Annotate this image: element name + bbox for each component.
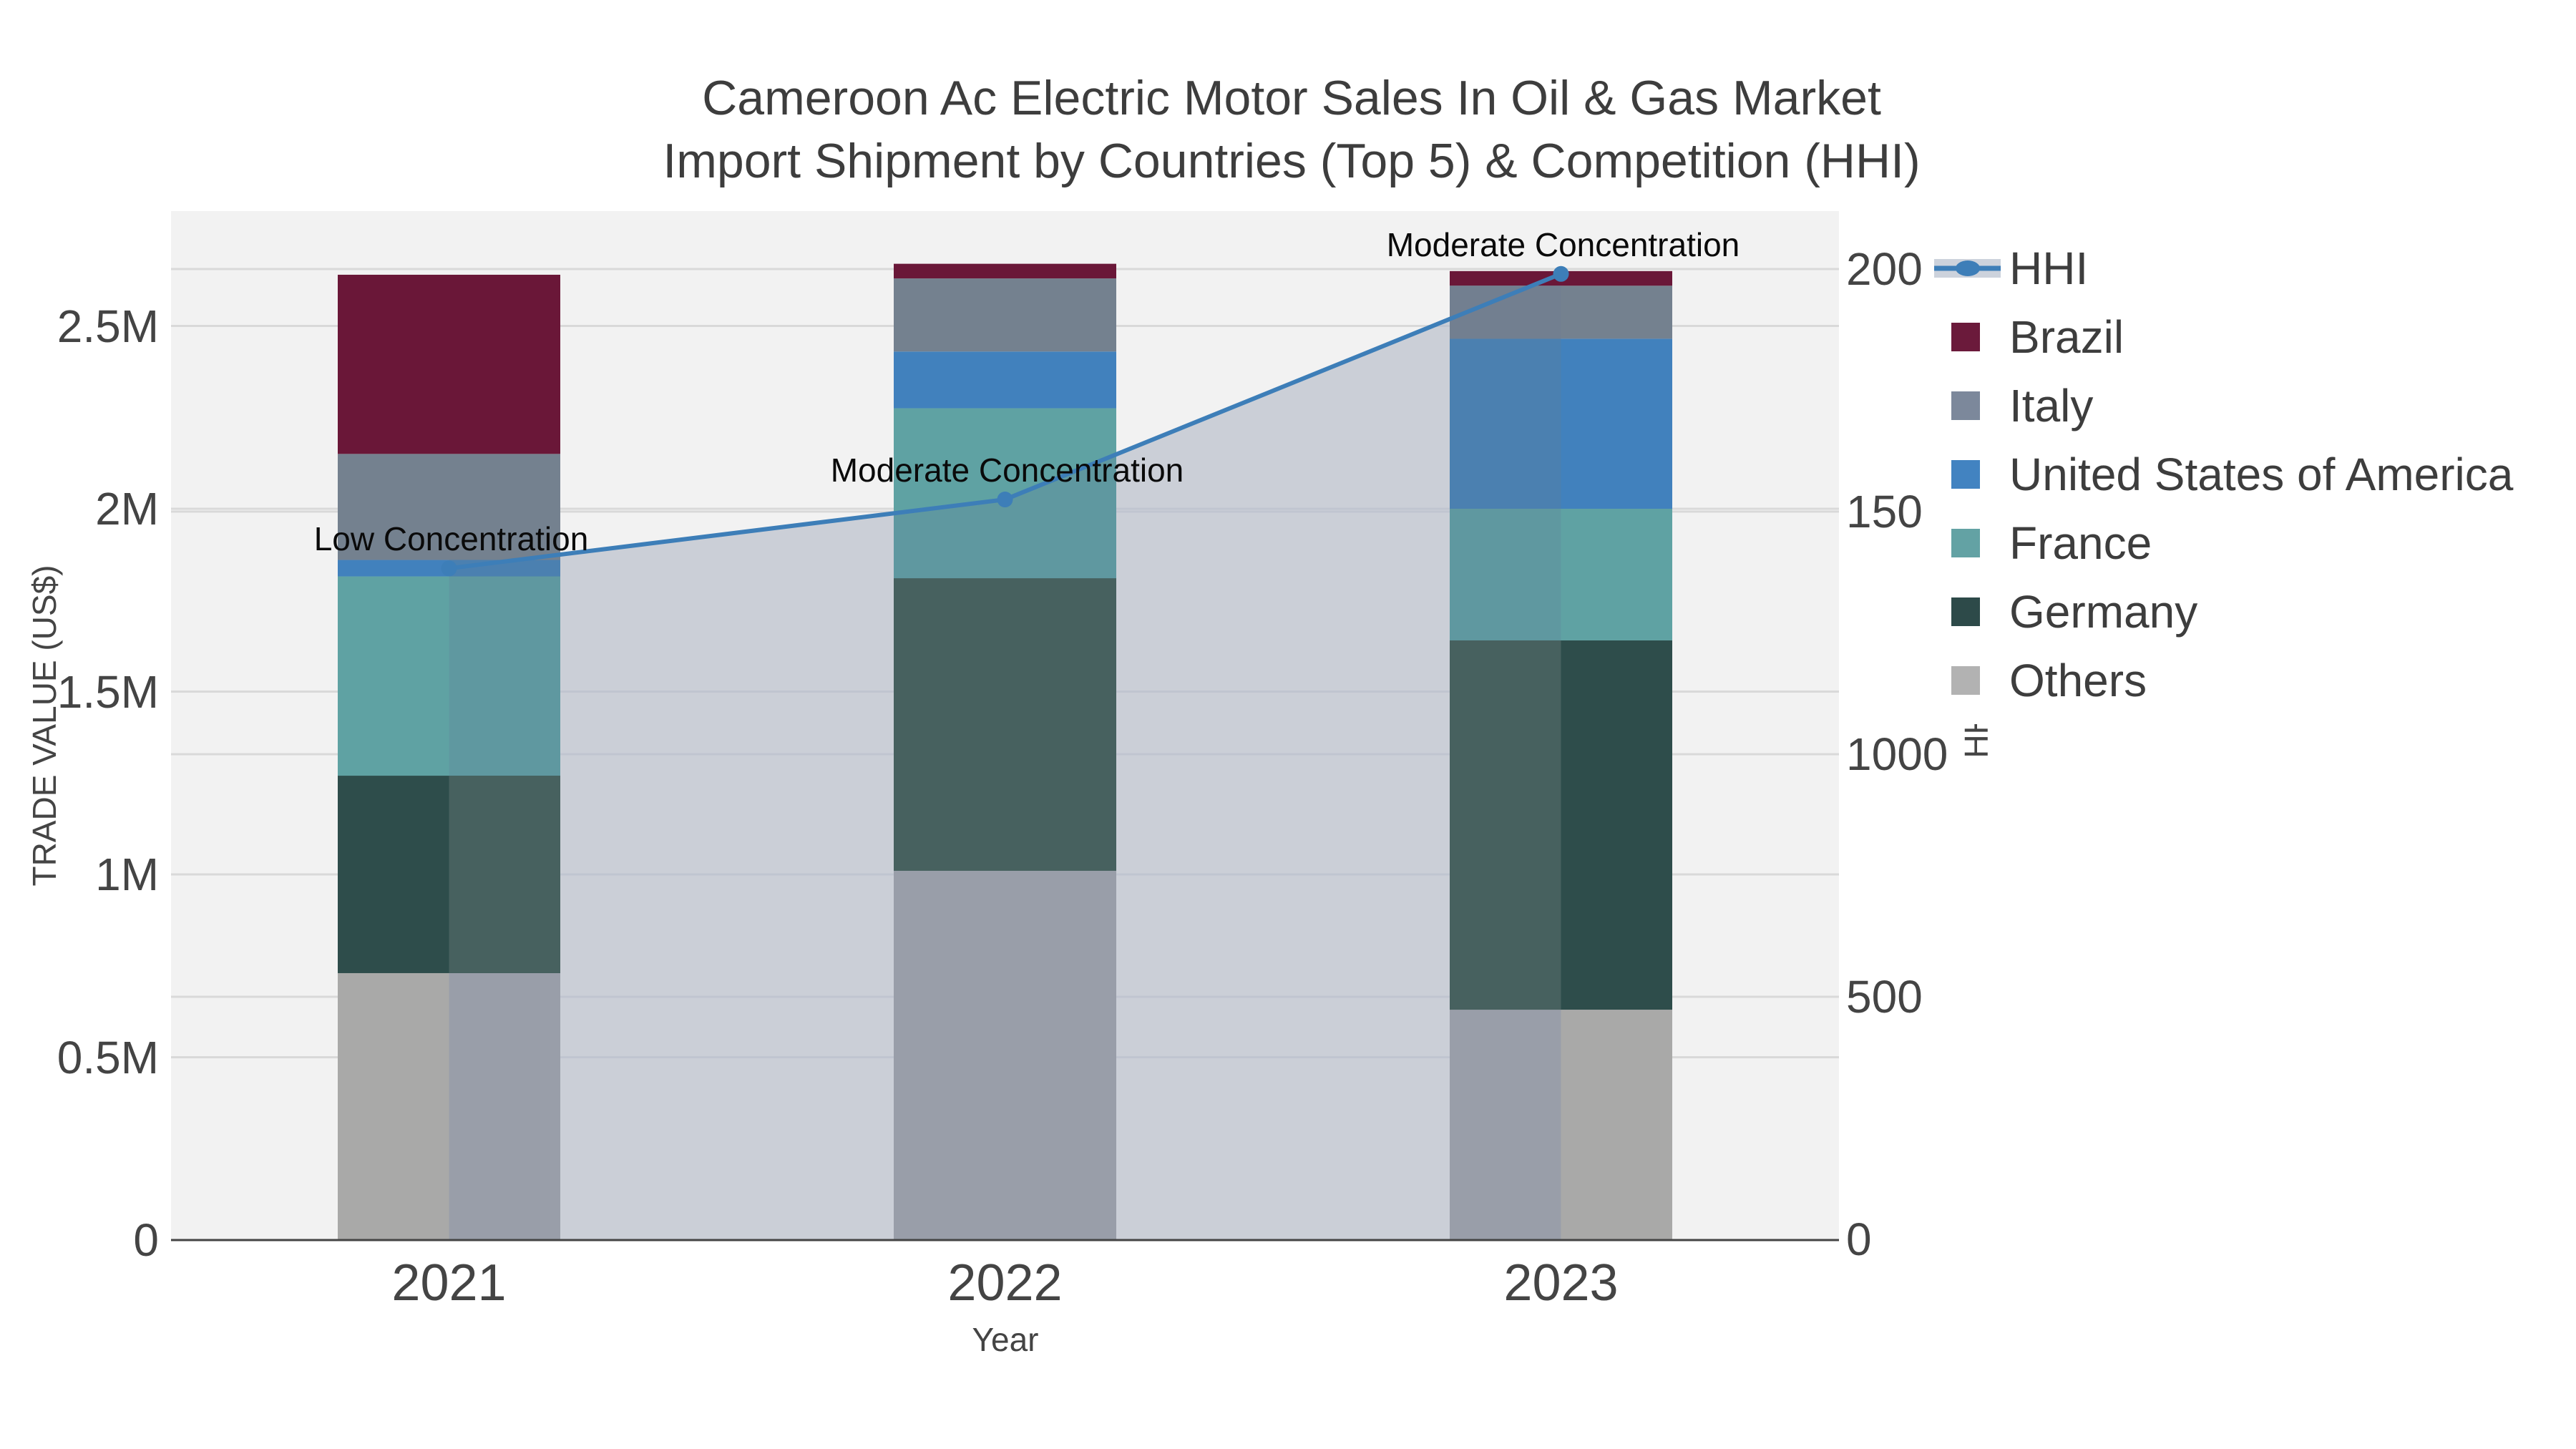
legend-label: Others — [2009, 655, 2147, 706]
y-left-tick-0: 0 — [133, 1214, 159, 1266]
hhi-marker-2023[interactable] — [1553, 265, 1569, 282]
legend-item-others[interactable]: Others — [1923, 646, 2556, 715]
x-tick-2022: 2022 — [947, 1254, 1063, 1312]
x-tick-2021: 2021 — [391, 1254, 507, 1312]
bar-segment-2022-united-states-of-america[interactable] — [894, 351, 1116, 409]
bar-segment-muted-2023-france[interactable] — [1450, 509, 1561, 640]
chart-title-line1: Cameroon Ac Electric Motor Sales In Oil … — [702, 71, 1881, 125]
bar-segment-2022-brazil[interactable] — [894, 263, 1116, 279]
legend-swatch-brazil — [1951, 323, 1980, 351]
y-left-tick-2.5M: 2.5M — [57, 300, 159, 352]
hhi-line-legend-symbol — [1934, 259, 2001, 278]
bar-segment-2022-italy[interactable] — [894, 278, 1116, 352]
y-right-tick-500: 500 — [1846, 971, 1923, 1023]
y-left-axis-title: TRADE VALUE (US$) — [26, 565, 63, 887]
chart-title-line2: Import Shipment by Countries (Top 5) & C… — [663, 134, 1921, 188]
bar-segment-muted-2022-others[interactable] — [894, 870, 1116, 1240]
legend-label: HHI — [2009, 243, 2089, 294]
legend-swatch-germany — [1951, 597, 1980, 626]
legend: HHI Brazil Italy United States of America Fr… — [1923, 238, 2556, 724]
bar-segment-2021-italy[interactable] — [338, 454, 560, 560]
bar-segment-muted-2023-united-states-of-america[interactable] — [1450, 338, 1561, 509]
legend-label: United States of America — [2009, 449, 2514, 500]
hhi-annotation-2023: Moderate Concentration — [1386, 225, 1740, 263]
y-left-tick-1M: 1M — [95, 849, 159, 900]
bar-segment-muted-2022-germany[interactable] — [894, 578, 1116, 871]
legend-item-germany[interactable]: Germany — [1923, 577, 2556, 646]
legend-item-france[interactable]: France — [1923, 509, 2556, 577]
hhi-marker-2021[interactable] — [441, 560, 457, 577]
x-tick-2023: 2023 — [1503, 1254, 1619, 1312]
legend-label: Brazil — [2009, 311, 2124, 363]
legend-label: Italy — [2009, 380, 2094, 431]
hhi-annotation-2022: Moderate Concentration — [830, 452, 1184, 489]
hhi-annotation-2021: Low Concentration — [313, 520, 589, 558]
legend-item-hhi[interactable]: HHI — [1923, 234, 2556, 303]
y-right-tick-1000: 1000 — [1846, 728, 1948, 780]
y-left-tick-0.5M: 0.5M — [57, 1031, 159, 1083]
legend-item-brazil[interactable]: Brazil — [1923, 303, 2556, 371]
bar-segment-muted-2021-others[interactable] — [449, 972, 561, 1240]
bar-segment-muted-2021-france[interactable] — [449, 576, 561, 776]
bar-segment-muted-2023-others[interactable] — [1450, 1010, 1561, 1240]
hhi-legend-marker-icon — [1955, 260, 1980, 276]
legend-swatch-italy — [1951, 391, 1980, 420]
hhi-marker-2022[interactable] — [997, 492, 1013, 508]
legend-item-italy[interactable]: Italy — [1923, 371, 2556, 440]
bar-segment-muted-2021-germany[interactable] — [449, 776, 561, 973]
bar-segment-muted-2022-france-below-line[interactable] — [894, 454, 1116, 579]
bar-segment-muted-2023-germany[interactable] — [1450, 640, 1561, 1010]
y-left-tick-2M: 2M — [95, 483, 159, 535]
legend-swatch-united-states-of-america — [1951, 460, 1980, 489]
bar-segment-2021-brazil[interactable] — [338, 274, 560, 454]
x-axis-title: Year — [972, 1321, 1039, 1358]
legend-item-united-states-of-america[interactable]: United States of America — [1923, 440, 2556, 509]
y-right-tick-0: 0 — [1846, 1214, 1872, 1265]
y-left-tick-1.5M: 1.5M — [57, 665, 159, 718]
legend-swatch-others — [1951, 666, 1980, 695]
legend-swatch-france — [1951, 529, 1980, 557]
legend-label: Germany — [2009, 586, 2198, 638]
legend-label: France — [2009, 517, 2152, 569]
hhi-legend-band — [1934, 259, 2001, 278]
